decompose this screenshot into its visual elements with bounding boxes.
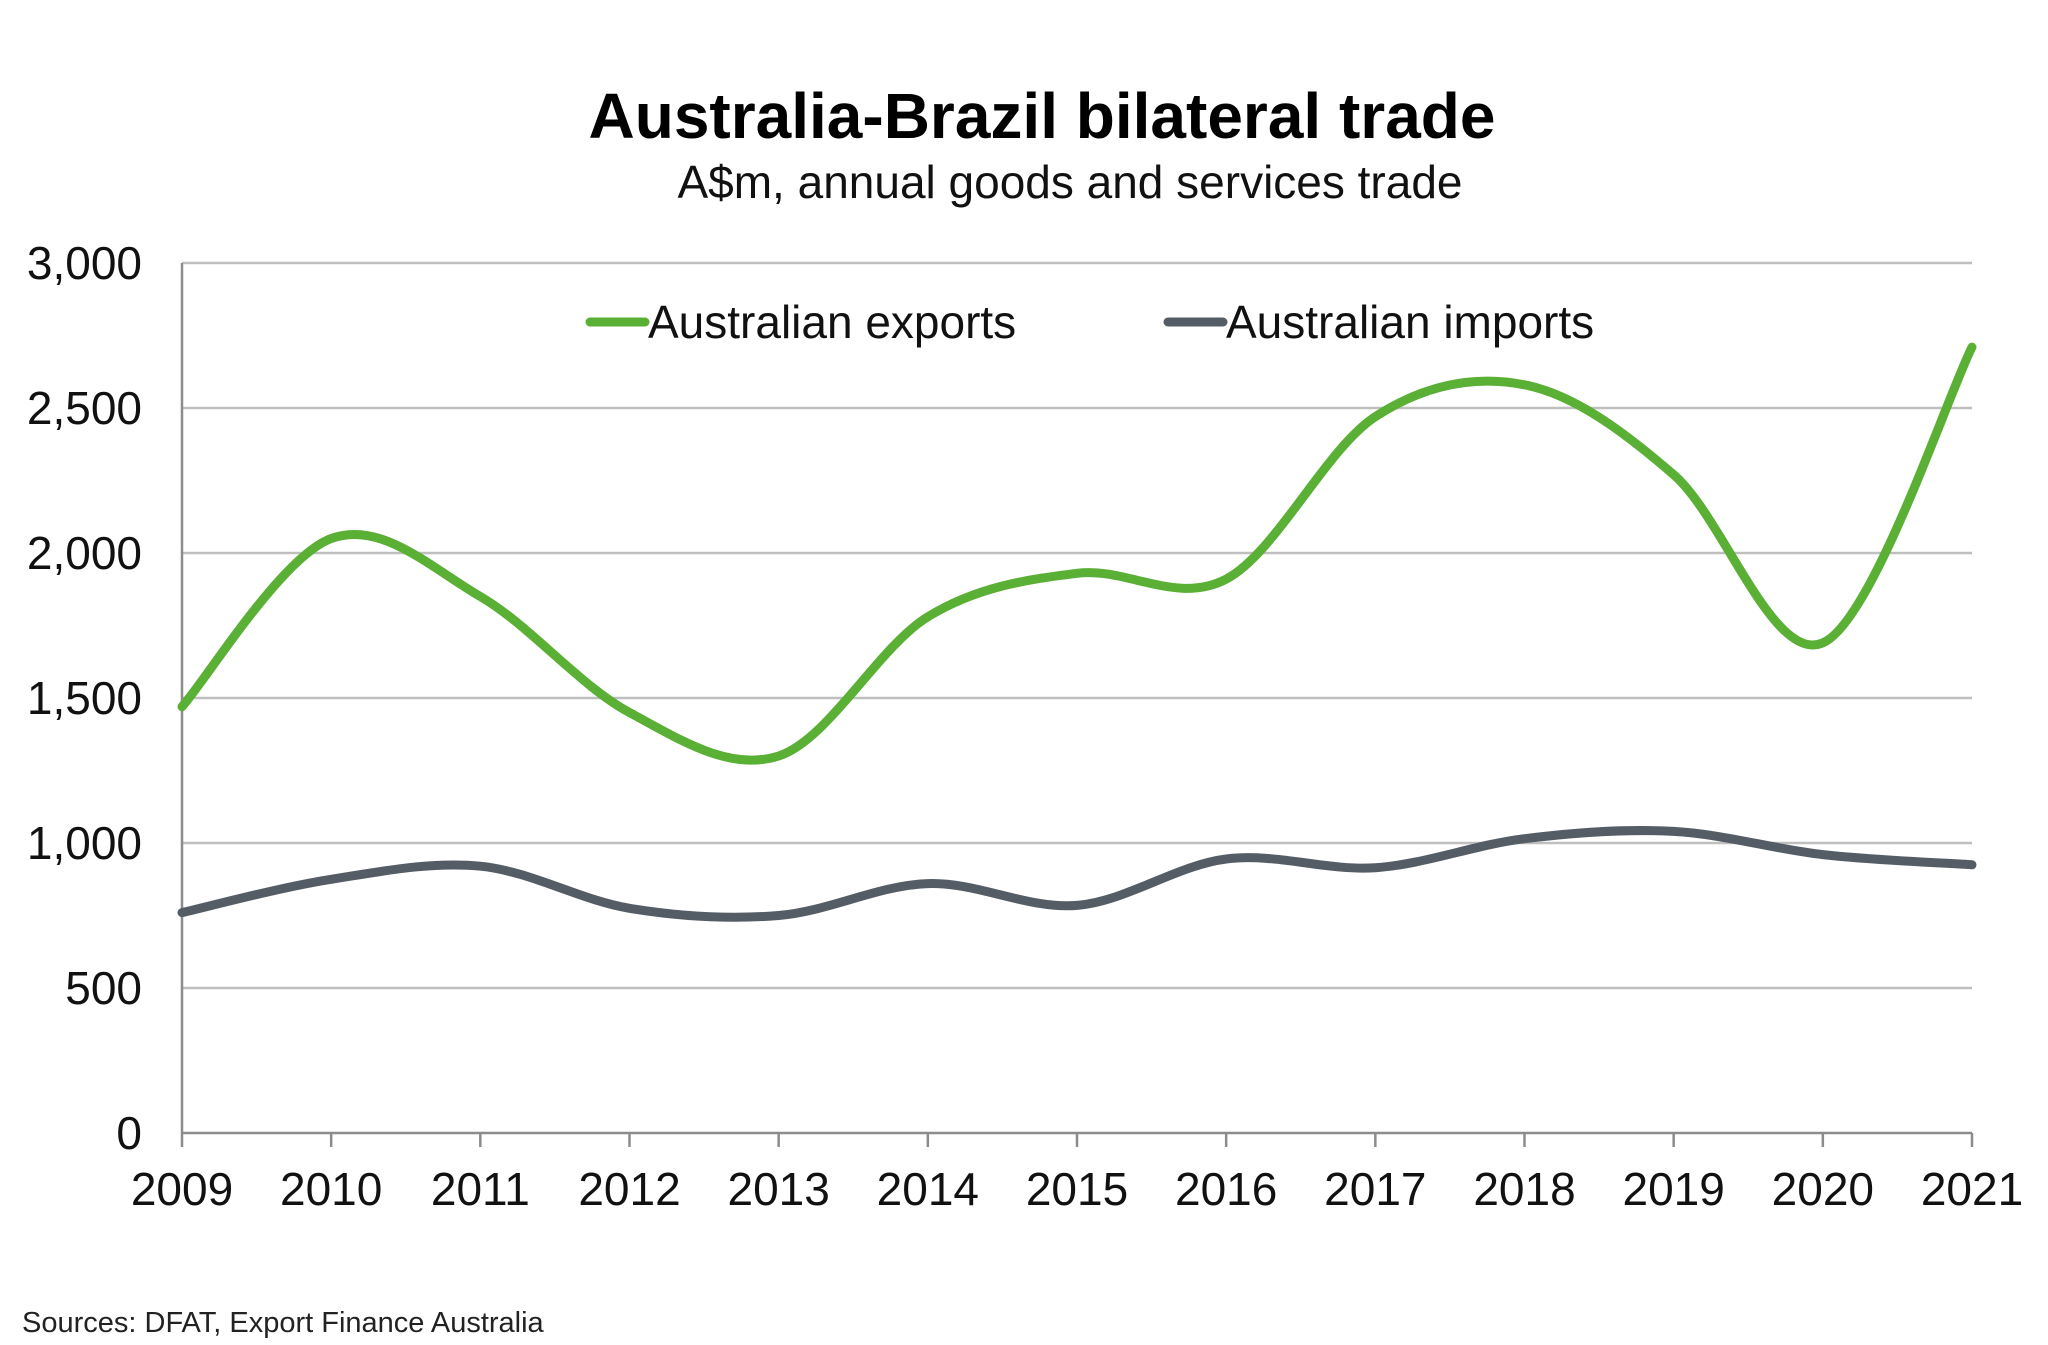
x-tick-label: 2015 [1026,1163,1128,1215]
x-tick-label: 2021 [1921,1163,2023,1215]
y-tick-label: 2,000 [27,527,142,579]
x-tick-label: 2011 [431,1163,530,1215]
y-tick-label: 0 [116,1107,142,1159]
gridlines [182,261,1972,990]
axes [180,263,1974,1147]
x-tick-label: 2018 [1473,1163,1575,1215]
legend: Australian exports Australian imports [585,296,1594,348]
x-tick-label: 2020 [1772,1163,1874,1215]
data-series [177,342,1977,922]
legend-label-australian-exports: Australian exports [648,296,1016,348]
x-tick-label: 2019 [1622,1163,1724,1215]
x-tick-label: 2017 [1324,1163,1426,1215]
x-tick-label: 2014 [877,1163,979,1215]
x-tick-label: 2016 [1175,1163,1277,1215]
x-axis-tick-labels: 2009 2010 2011 2012 2013 2014 2015 2016 2017 2018… [131,1163,2023,1215]
series-line-australian-imports [177,826,1977,922]
x-tick-label: 2013 [727,1163,829,1215]
chart-title: Australia-Brazil bilateral trade [589,80,1496,152]
y-tick-label: 2,500 [27,382,142,434]
y-tick-label: 1,000 [27,817,142,869]
y-tick-label: 3,000 [27,237,142,289]
x-tick-label: 2009 [131,1163,233,1215]
source-note: Sources: DFAT, Export Finance Australia [22,1307,545,1339]
chart-subtitle: A$m, annual goods and services trade [677,156,1462,208]
y-axis-tick-labels: 0 500 1,000 1,500 2,000 2,500 3,000 [27,237,142,1159]
y-tick-label: 500 [65,962,142,1014]
y-tick-label: 1,500 [27,672,142,724]
series-line-australian-exports [177,342,1977,765]
legend-label-australian-imports: Australian imports [1226,296,1594,348]
x-tick-label: 2012 [578,1163,680,1215]
x-tick-label: 2010 [280,1163,382,1215]
